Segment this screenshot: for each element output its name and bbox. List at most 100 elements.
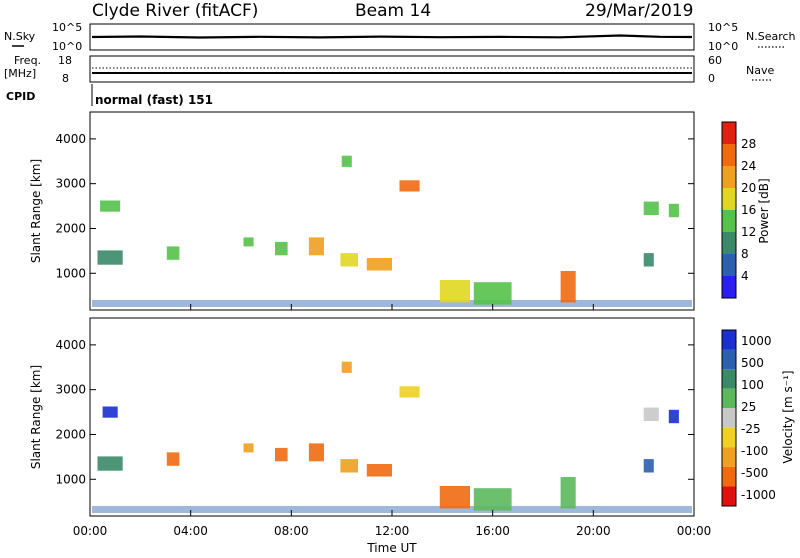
colorbar-segment	[722, 466, 736, 487]
colorbar-segment	[722, 144, 736, 166]
heatmap-cell	[341, 155, 352, 167]
heatmap-cell	[366, 464, 392, 477]
colorbar-segment	[722, 486, 736, 506]
beam-title: Beam 14	[355, 1, 431, 21]
colorbar-segment	[722, 447, 736, 467]
time-x-ticks: 00:00 04:00 08:00 12:00 16:00 20:00 00:00	[73, 304, 711, 538]
colorbar-tick-label: -1000	[741, 488, 776, 502]
colorbar-tick-label: -500	[741, 466, 768, 480]
heatmap-cell	[439, 486, 470, 509]
colorbar-tick-label: 500	[741, 356, 764, 370]
nave-label: Nave	[746, 64, 774, 77]
colorbar-tick-label: 20	[741, 181, 756, 195]
x-tick-label: 20:00	[576, 524, 611, 538]
power-y-ticks: 1000 2000 3000 4000	[55, 132, 694, 280]
colorbar-segment	[722, 210, 736, 232]
velocity-y-ticks: 1000 2000 3000 4000	[55, 338, 694, 486]
nsky-panel	[89, 23, 695, 51]
colorbar-tick-label: 25	[741, 400, 756, 414]
heatmap-cell	[97, 456, 123, 471]
heatmap-cell	[340, 459, 358, 473]
heatmap-cell	[473, 488, 512, 511]
velocity-colorbar: 1000 500 100 25 -25 -100 -500 -1000	[721, 329, 776, 507]
y-tick-label: 3000	[55, 177, 86, 191]
nsearch-tick-bottom: 10^0	[708, 40, 738, 53]
colorbar-segment	[722, 166, 736, 188]
velocity-ylabel: Slant Range [km]	[29, 365, 43, 469]
y-tick-label: 1000	[55, 266, 86, 280]
station-title: Clyde River (fitACF)	[92, 1, 258, 21]
nave-tick-top: 60	[708, 54, 722, 67]
colorbar-segment	[722, 232, 736, 254]
heatmap-cell	[341, 361, 352, 373]
y-tick-label: 4000	[55, 132, 86, 146]
colorbar-segment	[722, 408, 736, 428]
nave-tick-bottom: 0	[708, 72, 715, 85]
heatmap-cell	[643, 459, 654, 473]
heatmap-cell	[643, 201, 659, 215]
power-colorbar-label: Power [dB]	[757, 178, 771, 243]
heatmap-cell	[473, 282, 512, 305]
colorbar-frame	[721, 121, 737, 299]
power-plot-frame	[89, 111, 695, 311]
freq-tick-top: 18	[58, 54, 72, 67]
y-tick-label: 2000	[55, 221, 86, 235]
colorbar-tick-label: 8	[741, 247, 749, 261]
heatmap-cell	[439, 280, 470, 303]
velocity-colorbar-label: Velocity [m s⁻¹]	[781, 370, 795, 463]
colorbar-segment	[722, 122, 736, 144]
heatmap-cell	[166, 246, 180, 260]
nsearch-label: N.Search	[746, 30, 796, 43]
heatmap-cell	[275, 241, 288, 256]
nsky-tick-top: 10^5	[52, 21, 82, 34]
y-tick-label: 3000	[55, 383, 86, 397]
colorbar-segment	[722, 369, 736, 389]
heatmap-cell	[275, 447, 288, 462]
nsky-label: N.Sky	[4, 30, 36, 43]
heatmap-cell	[102, 406, 118, 418]
velocity-panel: 1000 2000 3000 4000 Slant Range [km]	[29, 317, 695, 517]
x-tick-label: 16:00	[475, 524, 510, 538]
power-ylabel: Slant Range [km]	[29, 159, 43, 263]
nsearch-tick-top: 10^5	[708, 21, 738, 34]
colorbar-segment	[722, 427, 736, 448]
x-tick-label: 08:00	[274, 524, 309, 538]
power-colorbar: 4 8 12 16 20 24 28	[721, 121, 756, 299]
heatmap-cell	[399, 386, 420, 398]
nsky-tick-bottom: 10^0	[52, 40, 82, 53]
colorbar-frame	[721, 329, 737, 507]
heatmap-cell	[243, 443, 254, 453]
heatmap-cell	[560, 477, 576, 509]
cpid-label: CPID	[6, 90, 35, 103]
colorbar-segment	[722, 388, 736, 409]
colorbar-tick-label: 4	[741, 269, 749, 283]
heatmap-cell	[340, 253, 358, 267]
heatmap-cell	[668, 409, 679, 424]
ground-scatter-strip	[92, 506, 692, 513]
colorbar-tick-label: 12	[741, 225, 756, 239]
velocity-heatmap-cells	[92, 361, 692, 513]
heatmap-cell	[643, 407, 659, 421]
colorbar-segment	[722, 349, 736, 370]
colorbar-segment	[722, 276, 736, 298]
power-panel: 1000 2000 3000 4000 Slant Range [km]	[29, 111, 695, 311]
time-xlabel: Time UT	[366, 541, 417, 554]
y-tick-label: 2000	[55, 427, 86, 441]
freq-tick-bottom: 8	[62, 72, 69, 85]
heatmap-cell	[166, 452, 180, 466]
ground-scatter-strip	[92, 300, 692, 307]
heatmap-cell	[308, 237, 324, 256]
colorbar-tick-label: -25	[741, 422, 761, 436]
heatmap-cell	[243, 237, 254, 247]
x-tick-label: 12:00	[375, 524, 410, 538]
colorbar-tick-label: 100	[741, 378, 764, 392]
y-tick-label: 1000	[55, 472, 86, 486]
freq-unit: [MHz]	[4, 67, 36, 80]
heatmap-cell	[399, 180, 420, 192]
heatmap-cell	[308, 443, 324, 462]
heatmap-cell	[643, 253, 654, 267]
y-tick-label: 4000	[55, 338, 86, 352]
colorbar-segment	[722, 188, 736, 210]
heatmap-cell	[668, 203, 679, 218]
heatmap-cell	[560, 271, 576, 303]
